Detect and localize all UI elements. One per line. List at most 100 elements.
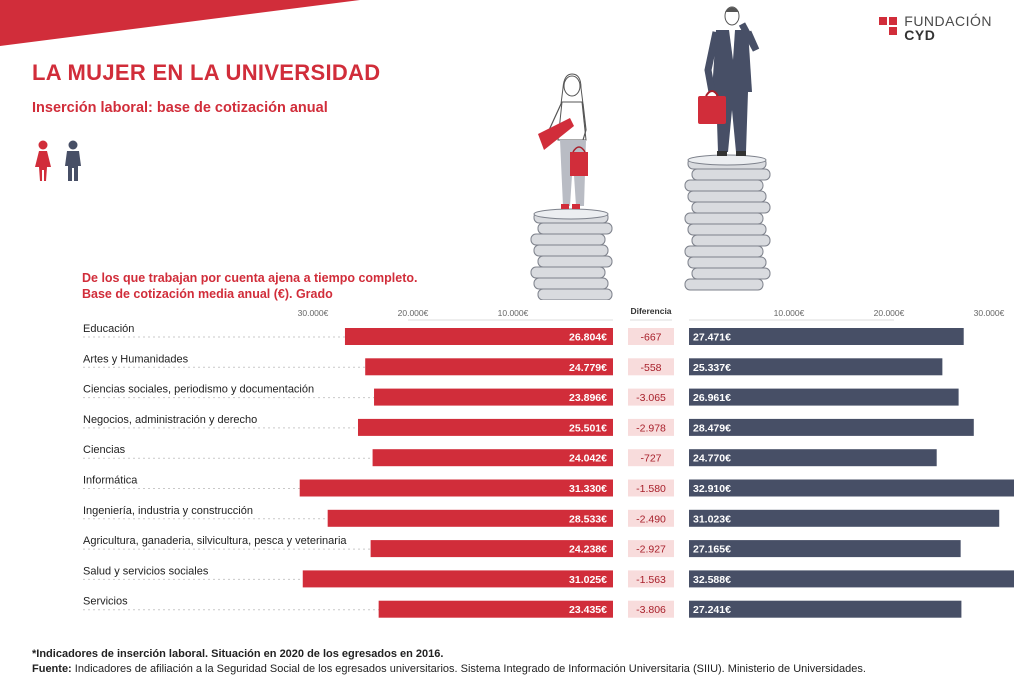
coin <box>687 223 767 236</box>
difference-box <box>628 449 674 467</box>
coin <box>530 266 606 279</box>
category-label: Informática <box>83 475 138 487</box>
difference-label: -2.490 <box>636 513 666 525</box>
female-bar <box>357 418 613 436</box>
coin <box>537 222 613 235</box>
male-bar-label: 32.910€ <box>693 483 731 495</box>
gender-legend <box>33 140 83 182</box>
female-bar-label: 24.042€ <box>569 453 607 465</box>
page-subtitle: Inserción laboral: base de cotización an… <box>32 100 328 116</box>
footnote-source-label: Fuente: <box>32 663 72 675</box>
female-bar <box>374 388 613 406</box>
left-axis-tick: 20.000€ <box>398 308 429 318</box>
category-label: Ciencias <box>83 444 126 456</box>
female-bar-label: 24.238€ <box>569 544 607 556</box>
male-bar-label: 27.471€ <box>693 332 731 344</box>
category-label: Servicios <box>83 596 128 608</box>
male-icon <box>65 140 81 181</box>
male-bar <box>689 600 962 618</box>
chart-heading: De los que trabajan por cuenta ajena a t… <box>82 270 418 302</box>
category-label: Artes y Humanidades <box>83 353 189 365</box>
female-bar-label: 23.435€ <box>569 604 607 616</box>
difference-label: -727 <box>640 453 661 465</box>
female-bar <box>365 358 613 376</box>
female-bar <box>372 449 613 467</box>
difference-box <box>628 570 674 588</box>
male-bar <box>689 540 961 558</box>
male-bar <box>689 449 937 467</box>
coin <box>687 190 767 203</box>
footnote-line1: *Indicadores de inserción laboral. Situa… <box>32 648 444 660</box>
coin <box>691 201 771 214</box>
difference-box <box>628 509 674 527</box>
coin <box>684 179 764 192</box>
brand-line1: FUNDACIÓN <box>904 13 992 29</box>
coin <box>691 168 771 181</box>
chart-heading-line1: De los que trabajan por cuenta ajena a t… <box>82 271 418 285</box>
difference-label: -2.927 <box>636 544 666 556</box>
female-bar-label: 26.804€ <box>569 332 607 344</box>
difference-box <box>628 358 674 376</box>
right-axis-tick: 20.000€ <box>874 308 905 318</box>
male-bar <box>689 328 964 345</box>
female-coin-stack <box>530 208 613 300</box>
coin-top <box>533 208 609 220</box>
male-bar <box>689 570 1014 588</box>
difference-box <box>628 540 674 558</box>
coin <box>691 267 771 280</box>
coin <box>537 255 613 268</box>
category-label: Ciencias sociales, periodismo y document… <box>83 384 314 396</box>
female-bar <box>378 600 613 618</box>
footnote: *Indicadores de inserción laboral. Situa… <box>32 647 866 677</box>
female-bar <box>344 328 613 345</box>
male-bar <box>689 358 943 376</box>
male-coin-stack <box>684 154 771 291</box>
coin-top <box>687 154 767 166</box>
category-label: Salud y servicios sociales <box>83 565 209 577</box>
male-bar <box>689 479 1014 497</box>
difference-label: -1.580 <box>636 483 666 495</box>
coin <box>530 233 606 246</box>
female-bar <box>327 509 613 527</box>
coin <box>691 234 771 247</box>
category-label: Agricultura, ganaderia, silvicultura, pe… <box>83 535 347 547</box>
male-bar-label: 27.241€ <box>693 604 731 616</box>
corner-decoration <box>0 0 360 46</box>
salary-chart: 30.000€ 20.000€ 10.000€ 10.000€ 20.000€ 30.00… <box>83 306 1014 618</box>
coin <box>684 278 764 291</box>
difference-box <box>628 600 674 618</box>
footnote-source: Fuente: Indicadores de afiliación a la S… <box>32 662 866 677</box>
page-title: LA MUJER EN LA UNIVERSIDAD <box>32 60 381 85</box>
male-bar-label: 32.588€ <box>693 574 731 586</box>
man-figure <box>698 6 760 156</box>
category-label: Negocios, administración y derecho <box>83 414 257 426</box>
male-bar <box>689 509 1000 527</box>
male-bar-label: 31.023€ <box>693 513 731 525</box>
female-bar-label: 28.533€ <box>569 513 607 525</box>
difference-box <box>628 479 674 497</box>
category-label: Ingeniería, industria y construcción <box>83 505 253 517</box>
female-bar-label: 24.779€ <box>569 362 607 374</box>
female-bar <box>299 479 613 497</box>
brand-line2: CYD <box>904 27 936 43</box>
chart-heading-line2: Base de cotización media anual (€). Grad… <box>82 287 333 301</box>
brand-logo: FUNDACIÓN CYD <box>879 14 992 42</box>
coin <box>684 245 764 258</box>
coin <box>687 256 767 269</box>
difference-box <box>628 418 674 436</box>
male-bar-label: 24.770€ <box>693 453 731 465</box>
right-axis-tick: 10.000€ <box>774 308 805 318</box>
male-bar-label: 28.479€ <box>693 422 731 434</box>
female-bar-label: 23.896€ <box>569 392 607 404</box>
difference-header: Diferencia <box>630 306 671 316</box>
difference-label: -1.563 <box>636 574 666 586</box>
female-bar <box>370 540 613 558</box>
coin <box>537 288 613 300</box>
coin <box>684 212 764 225</box>
right-axis-tick: 30.000€ <box>974 308 1005 318</box>
female-bar <box>302 570 613 588</box>
male-bar <box>689 418 974 436</box>
difference-label: -3.806 <box>636 604 666 616</box>
brand-logo-icon <box>879 17 898 35</box>
male-bar-label: 26.961€ <box>693 392 731 404</box>
